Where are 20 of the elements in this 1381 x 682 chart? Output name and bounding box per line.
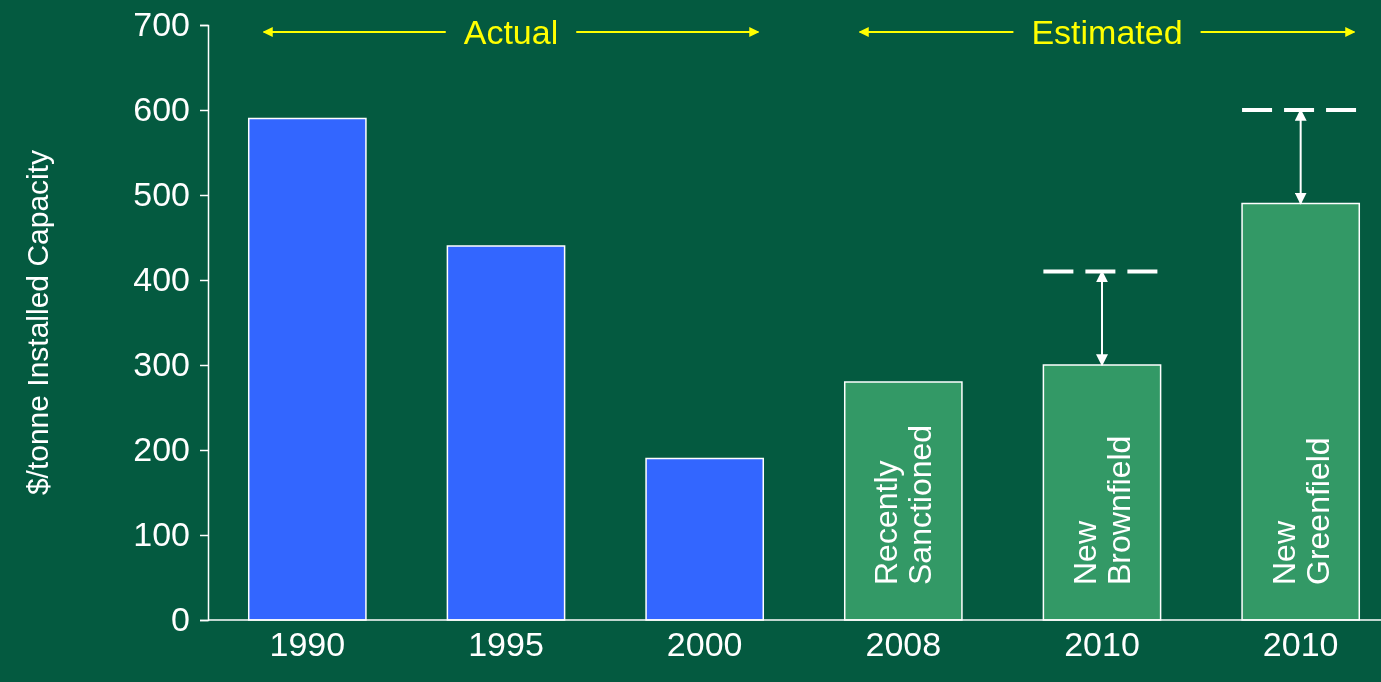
x-tick-label: 1995 bbox=[468, 625, 544, 664]
y-tick-label: 500 bbox=[133, 175, 190, 214]
y-tick-label: 700 bbox=[133, 5, 190, 44]
y-axis-title: $/tonne Installed Capacity bbox=[21, 149, 54, 496]
x-tick-label: 2010 bbox=[1262, 625, 1339, 664]
y-tick-label: 300 bbox=[133, 345, 190, 384]
x-tick-label: 2010 bbox=[1064, 625, 1140, 664]
annotation: Recently Sanctioned bbox=[868, 424, 939, 585]
x-tick-label: 1990 bbox=[269, 625, 346, 664]
y-tick-label: 200 bbox=[133, 430, 190, 469]
x-tick-label: 2008 bbox=[865, 625, 942, 664]
y-tick-label: 100 bbox=[133, 515, 190, 554]
annotation: Estimated bbox=[1031, 13, 1183, 51]
annotation: New Greenfield bbox=[1265, 437, 1336, 585]
y-tick-label: 600 bbox=[133, 90, 190, 129]
x-tick-label: 2000 bbox=[666, 625, 743, 664]
y-tick-label: 400 bbox=[133, 260, 190, 299]
annotation: Actual bbox=[463, 13, 559, 51]
annotation: New Brownfield bbox=[1067, 435, 1137, 585]
y-tick-label: 0 bbox=[171, 600, 190, 639]
